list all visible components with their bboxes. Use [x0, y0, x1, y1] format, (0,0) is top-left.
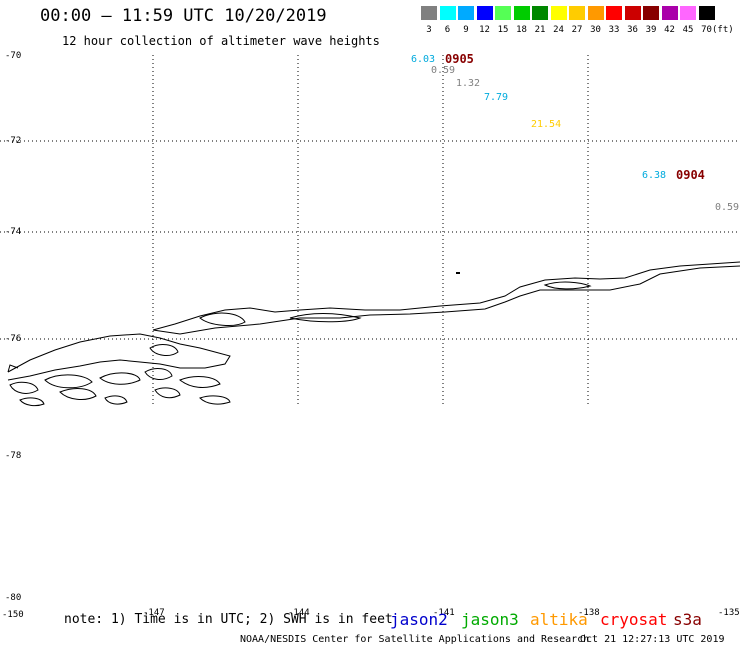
island — [99, 372, 141, 385]
legend-swatch — [680, 6, 696, 20]
lat-label: -80 — [5, 593, 22, 603]
legend-swatch-label: 33 — [608, 25, 620, 35]
pass-time-label: 0905 — [445, 52, 474, 66]
legend-swatch — [698, 6, 715, 20]
map-title: 00:00 – 11:59 UTC 10/20/2019 — [40, 6, 327, 26]
lon-label: -138 — [578, 608, 600, 618]
island — [154, 387, 181, 399]
legend-swatch — [532, 6, 548, 20]
wave-height-label: 6.03 — [411, 54, 436, 65]
island — [179, 376, 221, 388]
map-subtitle: 12 hour collection of altimeter wave hei… — [62, 34, 380, 48]
lon-label: -144 — [288, 608, 310, 618]
satellite-name: s3a — [673, 610, 702, 629]
legend-swatch — [624, 6, 641, 20]
legend-swatch-label: 6 — [444, 25, 451, 35]
wave-height-label: 7.79 — [484, 92, 509, 103]
island — [59, 388, 97, 400]
island — [144, 368, 173, 380]
antarctic-coastline — [7, 261, 740, 407]
legend-swatch — [421, 6, 437, 20]
graticule — [0, 55, 740, 405]
satellite-name: altika — [530, 610, 588, 629]
lon-label: -141 — [433, 608, 455, 618]
legend-swatch — [439, 6, 456, 20]
island — [9, 381, 39, 394]
generated-timestamp: Oct 21 12:27:13 UTC 2019 — [580, 634, 725, 645]
coast-inlet — [543, 281, 592, 290]
legend-unit: (ft) — [712, 25, 734, 35]
color-legend: 3 6 9 12 15 18 21 24 27 30 33 36 39 42 45 70 (ft) — [421, 6, 734, 36]
coast-inlet — [199, 312, 246, 326]
wave-height-label: 6.38 — [642, 170, 667, 181]
legend-swatch-label: 21 — [534, 25, 546, 35]
island — [44, 374, 93, 389]
island — [104, 395, 128, 405]
coast-shelf-underside — [152, 265, 740, 335]
legend-swatch — [476, 6, 493, 20]
legend-swatch — [661, 6, 678, 20]
wave-height-label: 0.59 — [715, 202, 740, 213]
legend-swatch — [643, 6, 659, 20]
rock-marker — [456, 272, 460, 274]
legend-swatch-label: 42 — [664, 25, 675, 35]
legend-swatch-label: 9 — [463, 25, 469, 35]
satellite-name: jason3 — [461, 610, 519, 629]
legend-swatch-label: 39 — [645, 25, 657, 35]
coast-inlet — [289, 313, 362, 323]
lat-label: -76 — [5, 334, 22, 344]
lon-label: -135 — [718, 608, 740, 618]
wave-height-label: 21.54 — [531, 119, 562, 130]
wave-height-label: 1.32 — [456, 78, 481, 89]
legend-swatch — [458, 6, 474, 20]
credit-line: NOAA/NESDIS Center for Satellite Applica… — [240, 634, 590, 645]
island — [149, 344, 179, 356]
wave-height-label: 0.59 — [431, 65, 456, 76]
lon-label: -147 — [143, 608, 165, 618]
legend-swatch — [513, 6, 530, 20]
lat-label: -70 — [5, 51, 22, 61]
coast-west — [7, 333, 231, 381]
lon-label: -150 — [2, 610, 24, 620]
legend-swatch-label: 36 — [627, 25, 638, 35]
lat-label: -74 — [5, 227, 22, 237]
lat-label: -78 — [5, 451, 22, 461]
pass-time-label: 0904 — [676, 168, 705, 182]
legend-swatch-label: 12 — [479, 25, 490, 35]
legend-swatch-label: 30 — [590, 25, 601, 35]
lat-label: -72 — [5, 136, 22, 146]
satellite-name: cryosat — [600, 610, 668, 629]
legend-swatch — [569, 6, 585, 20]
legend-swatch — [550, 6, 567, 20]
island — [19, 397, 45, 407]
legend-swatch-label: 3 — [426, 25, 432, 35]
legend-swatch — [495, 6, 511, 20]
coast-tip — [7, 364, 19, 373]
legend-swatch-label: 15 — [497, 25, 509, 35]
ice-shelf-edge — [152, 261, 740, 331]
legend-swatch-label: 45 — [682, 25, 694, 35]
legend-swatch-label: 24 — [553, 25, 564, 35]
island — [199, 395, 231, 405]
legend-swatch-label: 70 — [701, 25, 712, 35]
legend-swatch — [606, 6, 622, 20]
legend-swatch — [587, 6, 604, 20]
legend-swatch-label: 27 — [571, 25, 583, 35]
footer-note: note: 1) Time is in UTC; 2) SWH is in fe… — [64, 612, 393, 627]
satellite-name: jason2 — [390, 610, 448, 629]
legend-swatch-label: 18 — [516, 25, 527, 35]
